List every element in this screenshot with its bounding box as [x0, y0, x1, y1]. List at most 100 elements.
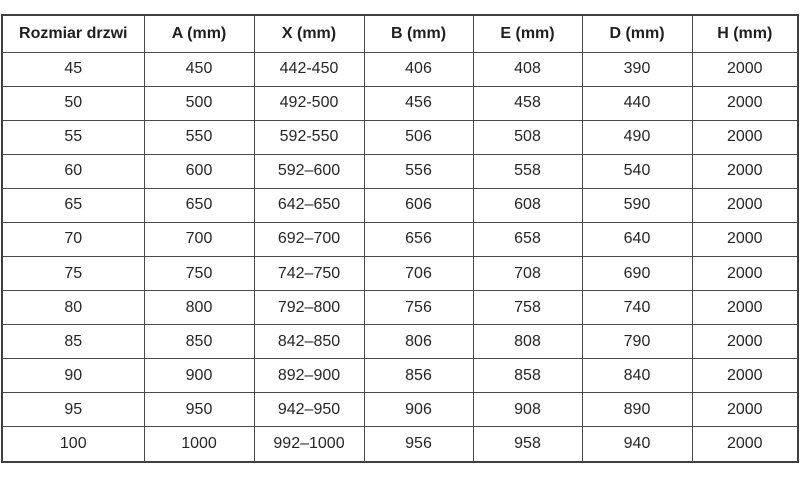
- table-cell: 706: [363, 255, 474, 292]
- table-cell: 2000: [691, 255, 799, 292]
- table-cell: 850: [143, 324, 255, 360]
- column-header: Rozmiar drzwi: [1, 14, 145, 53]
- table-cell: 642–650: [253, 187, 365, 223]
- table-head: Rozmiar drzwi A (mm) X (mm) B (mm) E (mm) D (…: [1, 14, 799, 53]
- table-cell: 750: [143, 255, 255, 292]
- column-header: X (mm): [253, 14, 365, 53]
- table-cell: 442-450: [253, 51, 365, 87]
- table-body: 45 450 442-450 406 408 390 2000 50 500 492-500 456…: [1, 51, 799, 463]
- column-header: D (mm): [581, 14, 693, 53]
- table-cell: 656: [363, 221, 474, 257]
- table-cell: 90: [1, 358, 145, 394]
- table-cell: 592–600: [253, 153, 365, 189]
- table-cell: 500: [143, 85, 255, 121]
- table-row: 100 1000 992–1000 956 958 940 2000: [1, 426, 799, 463]
- table-cell: 608: [472, 187, 583, 223]
- table-cell: 856: [363, 358, 474, 394]
- column-header: A (mm): [143, 14, 255, 53]
- table-cell: 50: [1, 85, 145, 121]
- table-row: 75 750 742–750 706 708 690 2000: [1, 255, 799, 292]
- table-cell: 640: [581, 221, 693, 257]
- table-cell: 658: [472, 221, 583, 257]
- table-cell: 908: [472, 392, 583, 428]
- table-cell: 85: [1, 324, 145, 360]
- table-cell: 492-500: [253, 85, 365, 121]
- table-cell: 65: [1, 187, 145, 223]
- table-row: 85 850 842–850 806 808 790 2000: [1, 324, 799, 360]
- table-cell: 60: [1, 153, 145, 189]
- table-row: 70 700 692–700 656 658 640 2000: [1, 221, 799, 257]
- table-cell: 940: [581, 426, 693, 463]
- table-cell: 708: [472, 255, 583, 292]
- table-cell: 900: [143, 358, 255, 394]
- table-cell: 45: [1, 51, 145, 87]
- table-cell: 942–950: [253, 392, 365, 428]
- table-cell: 2000: [691, 119, 799, 155]
- table-cell: 75: [1, 255, 145, 292]
- column-header: E (mm): [472, 14, 583, 53]
- table-cell: 506: [363, 119, 474, 155]
- table-cell: 2000: [691, 187, 799, 223]
- table-cell: 458: [472, 85, 583, 121]
- table-cell: 2000: [691, 358, 799, 394]
- table-cell: 406: [363, 51, 474, 87]
- table-cell: 890: [581, 392, 693, 428]
- table-cell: 390: [581, 51, 693, 87]
- table-cell: 700: [143, 221, 255, 257]
- table-cell: 742–750: [253, 255, 365, 292]
- table-header-row: Rozmiar drzwi A (mm) X (mm) B (mm) E (mm) D (…: [1, 14, 799, 53]
- table-cell: 70: [1, 221, 145, 257]
- table-cell: 758: [472, 290, 583, 326]
- table-cell: 2000: [691, 221, 799, 257]
- table-cell: 956: [363, 426, 474, 463]
- table-row: 95 950 942–950 906 908 890 2000: [1, 392, 799, 428]
- table-cell: 408: [472, 51, 583, 87]
- table-cell: 756: [363, 290, 474, 326]
- table-cell: 790: [581, 324, 693, 360]
- table-cell: 792–800: [253, 290, 365, 326]
- table-cell: 456: [363, 85, 474, 121]
- table-cell: 906: [363, 392, 474, 428]
- table-cell: 1000: [143, 426, 255, 463]
- table-row: 65 650 642–650 606 608 590 2000: [1, 187, 799, 223]
- table-cell: 450: [143, 51, 255, 87]
- table-cell: 992–1000: [253, 426, 365, 463]
- table-cell: 508: [472, 119, 583, 155]
- table-cell: 95: [1, 392, 145, 428]
- table-cell: 440: [581, 85, 693, 121]
- table-cell: 950: [143, 392, 255, 428]
- table-row: 80 800 792–800 756 758 740 2000: [1, 290, 799, 326]
- table-cell: 540: [581, 153, 693, 189]
- door-size-table: Rozmiar drzwi A (mm) X (mm) B (mm) E (mm) D (…: [1, 14, 799, 463]
- table-cell: 2000: [691, 324, 799, 360]
- table-cell: 808: [472, 324, 583, 360]
- door-size-table-container: Rozmiar drzwi A (mm) X (mm) B (mm) E (mm) D (…: [1, 14, 799, 463]
- table-cell: 80: [1, 290, 145, 326]
- table-cell: 842–850: [253, 324, 365, 360]
- table-cell: 556: [363, 153, 474, 189]
- table-cell: 558: [472, 153, 583, 189]
- table-cell: 606: [363, 187, 474, 223]
- table-cell: 590: [581, 187, 693, 223]
- table-cell: 592-550: [253, 119, 365, 155]
- table-cell: 958: [472, 426, 583, 463]
- table-cell: 2000: [691, 290, 799, 326]
- table-cell: 806: [363, 324, 474, 360]
- table-cell: 690: [581, 255, 693, 292]
- table-cell: 858: [472, 358, 583, 394]
- table-row: 60 600 592–600 556 558 540 2000: [1, 153, 799, 189]
- table-cell: 740: [581, 290, 693, 326]
- table-cell: 2000: [691, 153, 799, 189]
- table-cell: 550: [143, 119, 255, 155]
- table-cell: 692–700: [253, 221, 365, 257]
- table-row: 50 500 492-500 456 458 440 2000: [1, 85, 799, 121]
- table-cell: 840: [581, 358, 693, 394]
- table-cell: 2000: [691, 392, 799, 428]
- table-cell: 2000: [691, 51, 799, 87]
- table-cell: 2000: [691, 85, 799, 121]
- table-cell: 490: [581, 119, 693, 155]
- table-cell: 2000: [691, 426, 799, 463]
- table-cell: 892–900: [253, 358, 365, 394]
- column-header: B (mm): [363, 14, 474, 53]
